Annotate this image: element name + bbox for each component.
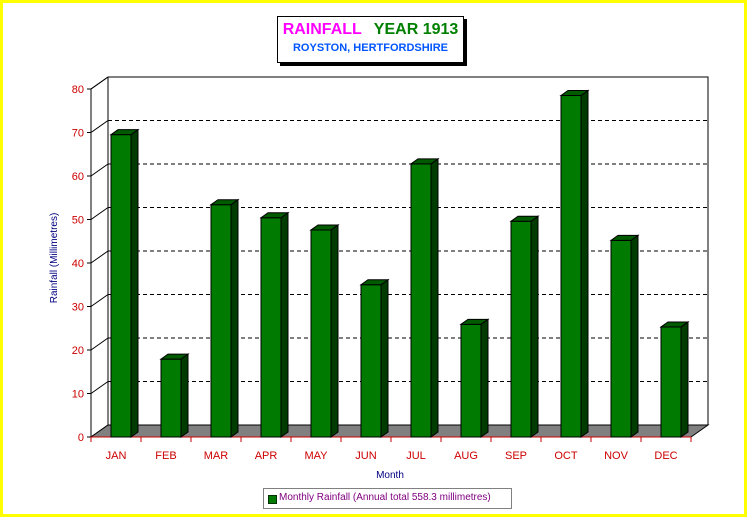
plot-back-wall: [108, 76, 709, 425]
bar-side: [630, 234, 639, 438]
bar-side: [480, 318, 489, 438]
bar: [460, 323, 482, 438]
plot-side-top-edge: [90, 76, 109, 90]
y-tick-label: 0: [78, 432, 84, 444]
bar-side: [380, 278, 389, 438]
x-tick-label: MAY: [304, 450, 328, 462]
bar-top: [459, 318, 490, 325]
axes: [87, 76, 710, 442]
bar-top: [109, 129, 140, 136]
bar-top: [309, 224, 340, 231]
gridline-side: [90, 381, 109, 394]
bar-side: [430, 157, 439, 438]
gridline-side: [90, 294, 109, 307]
bar: [510, 220, 532, 438]
y-axis-label: Rainfall (Millimetres): [49, 213, 60, 304]
bar-top: [509, 215, 540, 222]
bar: [210, 204, 232, 438]
x-tick-label: FEB: [155, 450, 176, 462]
x-tick-label: NOV: [604, 450, 629, 462]
bar: [310, 229, 332, 438]
gridline-side: [90, 337, 109, 351]
bar-top: [359, 279, 390, 286]
bar: [260, 217, 282, 438]
bar-top: [609, 234, 640, 241]
gridline-side: [90, 207, 109, 220]
bar-top: [259, 212, 290, 219]
bar-top: [159, 353, 190, 360]
title-main: RAINFALL: [282, 21, 362, 38]
x-axis-label: Month: [376, 470, 404, 481]
bar-top: [659, 321, 690, 328]
y-tick-label: 80: [72, 84, 84, 96]
bar-side: [130, 128, 139, 438]
x-tick-label: MAR: [204, 450, 229, 462]
x-tick-label: JUL: [406, 450, 426, 462]
bar: [610, 239, 632, 438]
bar-side: [280, 211, 289, 438]
bar-side: [530, 215, 539, 438]
bar-side: [680, 320, 689, 438]
chart-title-box: RAINFALL YEAR 1913 ROYSTON, HERTFORDSHIRE: [277, 16, 464, 63]
legend-swatch: [268, 495, 277, 504]
bar-top: [209, 199, 240, 206]
bar-top: [559, 90, 590, 97]
y-tick-label: 60: [72, 171, 84, 183]
bar: [560, 95, 582, 438]
chart-subtitle: ROYSTON, HERTFORDSHIRE: [292, 42, 449, 54]
x-tick-label: JAN: [106, 450, 127, 462]
y-tick-label: 10: [72, 389, 84, 401]
gridline-side: [90, 120, 109, 133]
bar: [110, 134, 132, 438]
gridline-side: [90, 163, 109, 177]
bar-side: [180, 353, 189, 438]
bar-top: [409, 158, 440, 165]
legend-label: Monthly Rainfall (Annual total 558.3 mil…: [279, 492, 491, 503]
bar: [660, 326, 682, 438]
title-year: YEAR 1913: [373, 21, 459, 38]
bar-side: [230, 198, 239, 438]
bar: [160, 358, 182, 438]
x-tick-label: SEP: [505, 450, 527, 462]
bar-side: [580, 89, 589, 438]
y-tick-label: 20: [72, 345, 84, 357]
y-tick-label: 30: [72, 302, 84, 314]
x-tick-label: JUN: [355, 450, 376, 462]
bar: [360, 284, 382, 438]
x-tick-label: DEC: [654, 450, 677, 462]
bar: [410, 163, 432, 438]
legend: Monthly Rainfall (Annual total 558.3 mil…: [263, 488, 512, 509]
x-tick-label: APR: [255, 450, 278, 462]
x-tick-label: AUG: [454, 450, 478, 462]
bars: [109, 89, 690, 438]
bar-side: [330, 223, 339, 438]
y-tick-label: 70: [72, 128, 84, 140]
x-tick-label: OCT: [554, 450, 578, 462]
y-tick-label: 50: [72, 215, 84, 227]
y-tick-label: 40: [72, 258, 84, 270]
gridline-side: [90, 250, 109, 264]
tick-labels: 0 10 20 30 40 50 60 70 80 JAN FEB MAR APR MAY JUN JUL AU…: [72, 84, 678, 462]
chart-title: RAINFALL YEAR 1913: [278, 21, 463, 39]
